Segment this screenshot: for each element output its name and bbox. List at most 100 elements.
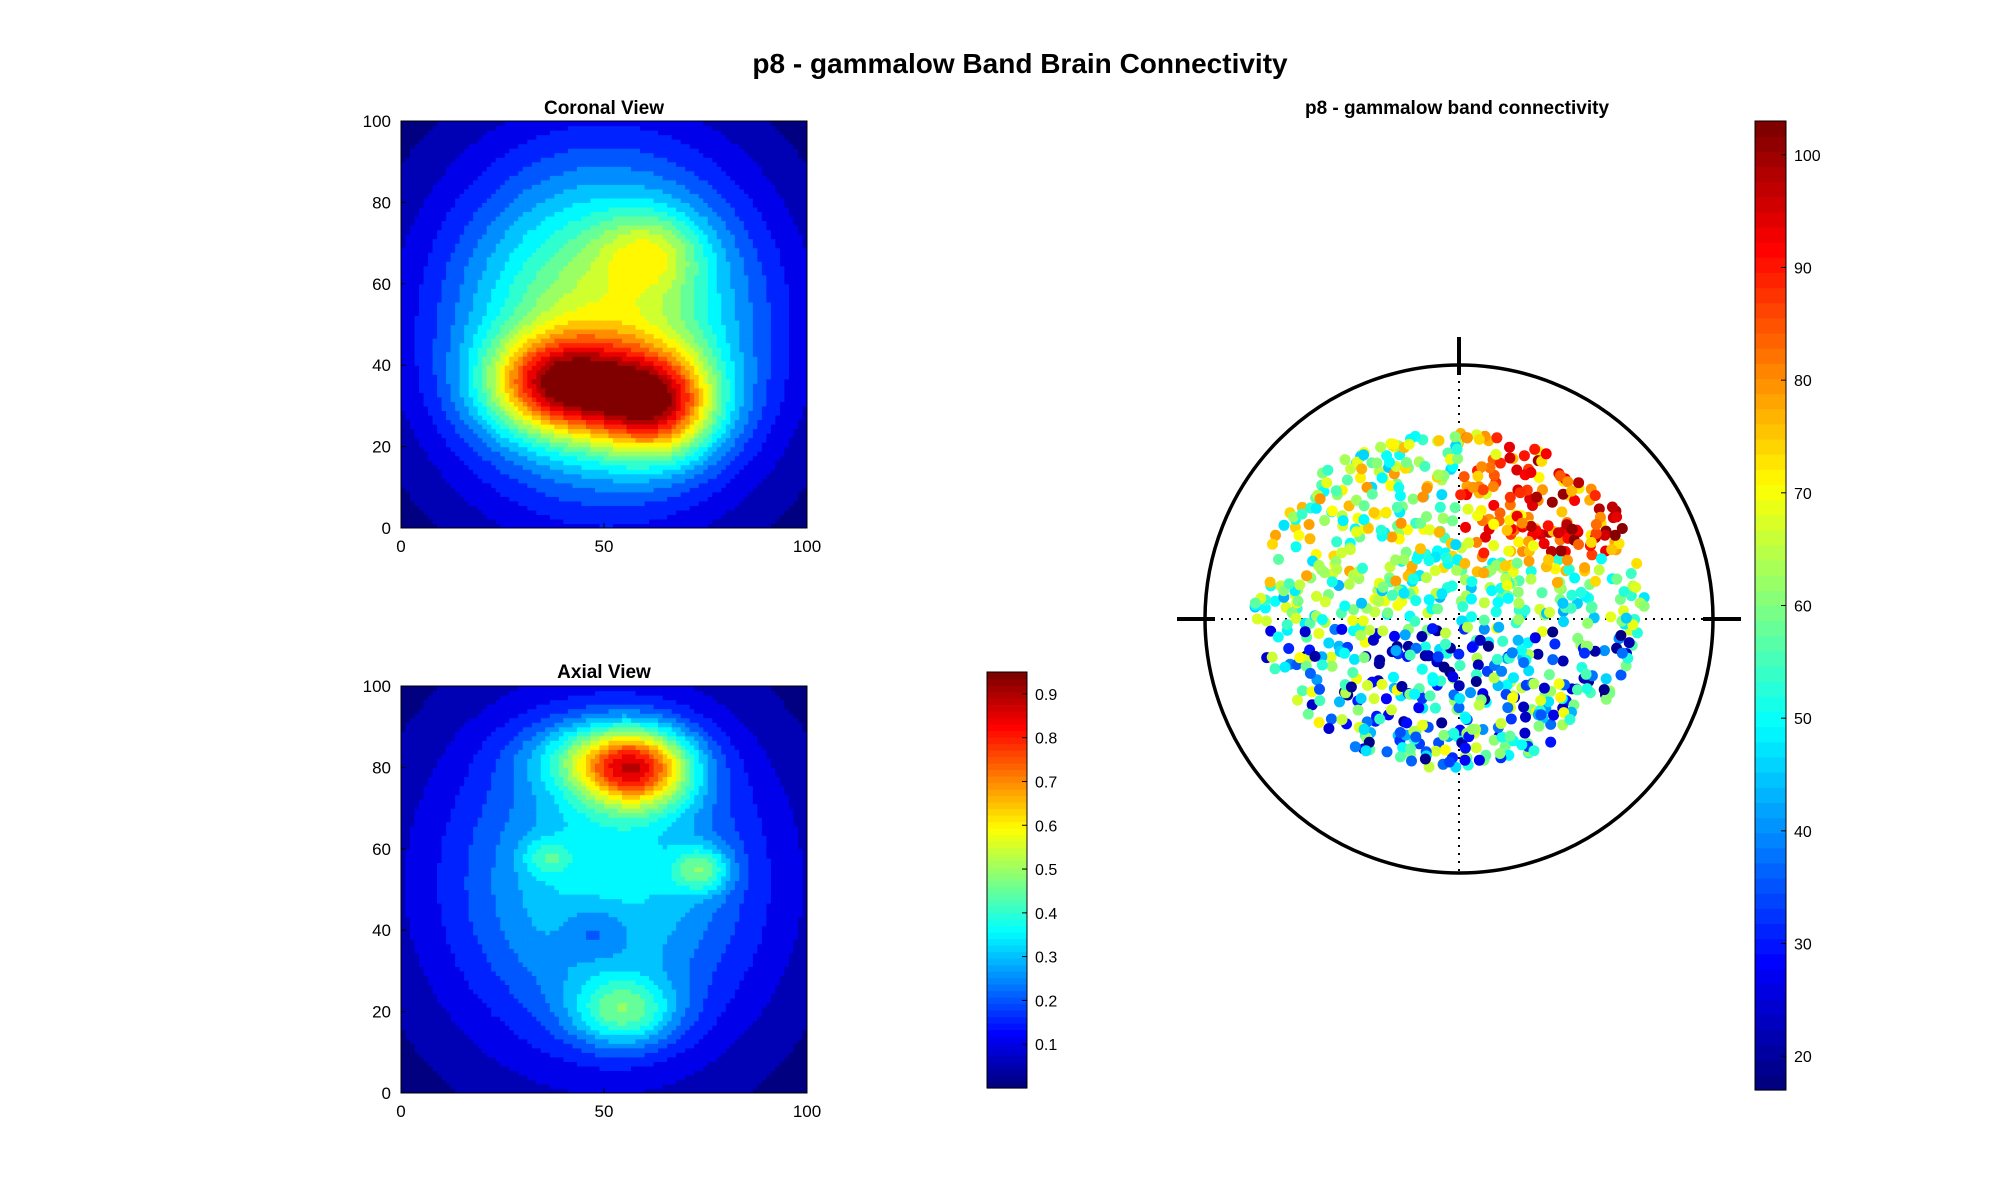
heatmap-cell bbox=[558, 324, 564, 330]
heatmap-cell bbox=[540, 229, 546, 235]
heatmap-cell bbox=[536, 297, 542, 303]
heatmap-cell bbox=[509, 360, 515, 366]
heatmap-cell bbox=[581, 469, 587, 475]
heatmap-cell bbox=[491, 500, 497, 506]
heatmap-cell bbox=[594, 220, 601, 226]
heatmap-cell bbox=[459, 225, 465, 231]
heatmap-cell bbox=[622, 387, 628, 393]
heatmap-cell bbox=[423, 482, 429, 488]
heatmap-cell bbox=[441, 396, 447, 402]
heatmap-cell bbox=[423, 446, 429, 452]
heatmap-cell bbox=[509, 184, 515, 190]
heatmap-cell bbox=[405, 514, 411, 520]
heatmap-cell bbox=[504, 315, 510, 321]
heatmap-cell bbox=[608, 514, 614, 520]
heatmap-cell bbox=[599, 518, 605, 525]
heatmap-cell bbox=[604, 518, 610, 525]
heatmap-cell bbox=[631, 252, 637, 258]
heatmap-cell bbox=[576, 433, 583, 439]
heatmap-cell bbox=[455, 193, 461, 199]
heatmap-cell bbox=[613, 405, 619, 412]
heatmap-cell bbox=[527, 405, 533, 412]
heatmap-cell bbox=[567, 206, 574, 213]
heatmap-cell bbox=[401, 433, 407, 439]
heatmap-cell bbox=[432, 274, 438, 280]
heatmap-cell bbox=[599, 143, 605, 149]
heatmap-cell bbox=[486, 338, 492, 344]
heatmap-cell bbox=[410, 279, 416, 285]
heatmap-cell bbox=[531, 414, 537, 421]
heatmap-cell bbox=[401, 509, 407, 516]
heatmap-cell bbox=[644, 283, 650, 289]
heatmap-cell bbox=[631, 500, 637, 506]
heatmap-cell bbox=[455, 469, 461, 475]
heatmap-cell bbox=[545, 442, 551, 448]
heatmap-cell bbox=[419, 405, 425, 412]
heatmap-cell bbox=[423, 143, 429, 149]
heatmap-cell bbox=[640, 247, 646, 253]
heatmap-cell bbox=[504, 297, 510, 303]
heatmap-cell bbox=[401, 378, 407, 384]
heatmap-cell bbox=[640, 423, 646, 430]
heatmap-cell bbox=[527, 491, 533, 497]
heatmap-cell bbox=[567, 175, 574, 181]
heatmap-cell bbox=[540, 265, 546, 271]
heatmap-cell bbox=[423, 387, 429, 393]
heatmap-cell bbox=[604, 215, 610, 222]
heatmap-cell bbox=[450, 148, 456, 154]
heatmap-cell bbox=[554, 283, 560, 289]
heatmap-cell bbox=[504, 274, 510, 280]
heatmap-cell bbox=[576, 500, 583, 506]
heatmap-cell bbox=[567, 229, 574, 235]
heatmap-cell bbox=[563, 428, 569, 434]
heatmap-cell bbox=[495, 324, 501, 330]
heatmap-cell bbox=[590, 134, 596, 140]
heatmap-cell bbox=[581, 243, 587, 249]
heatmap-cell bbox=[576, 518, 583, 525]
heatmap-cell bbox=[631, 220, 637, 226]
heatmap-cell bbox=[563, 433, 569, 439]
heatmap-cell bbox=[459, 166, 465, 172]
heatmap-cell bbox=[473, 256, 479, 262]
heatmap-cell bbox=[613, 261, 619, 267]
heatmap-cell bbox=[410, 423, 416, 430]
heatmap-cell bbox=[594, 487, 601, 493]
heatmap-cell bbox=[509, 283, 515, 289]
heatmap-cell bbox=[608, 121, 614, 127]
heatmap-cell bbox=[536, 143, 542, 149]
heatmap-cell bbox=[531, 487, 537, 493]
heatmap-cell bbox=[527, 225, 533, 231]
heatmap-cell bbox=[540, 288, 546, 294]
heatmap-cell bbox=[473, 152, 479, 158]
heatmap-cell bbox=[522, 184, 528, 190]
heatmap-cell bbox=[468, 238, 474, 244]
heatmap-cell bbox=[513, 265, 519, 271]
heatmap-cell bbox=[626, 139, 632, 145]
heatmap-cell bbox=[410, 473, 416, 479]
heatmap-cell bbox=[626, 193, 632, 199]
heatmap-cell bbox=[604, 134, 610, 140]
heatmap-cell bbox=[545, 446, 551, 452]
heatmap-cell bbox=[567, 306, 574, 312]
heatmap-cell bbox=[414, 500, 420, 506]
heatmap-cell bbox=[504, 288, 510, 294]
heatmap-cell bbox=[545, 487, 551, 493]
heatmap-cell bbox=[500, 243, 506, 249]
heatmap-cell bbox=[649, 433, 655, 439]
heatmap-cell bbox=[405, 256, 411, 262]
heatmap-cell bbox=[423, 319, 429, 326]
heatmap-cell bbox=[464, 279, 470, 285]
heatmap-cell bbox=[441, 125, 447, 131]
heatmap-cell bbox=[626, 220, 632, 226]
heatmap-cell bbox=[590, 338, 596, 344]
heatmap-cell bbox=[513, 274, 519, 280]
heatmap-cell bbox=[631, 184, 637, 190]
heatmap-cell bbox=[649, 396, 655, 402]
heatmap-cell bbox=[536, 500, 542, 506]
heatmap-cell bbox=[594, 279, 601, 285]
heatmap-cell bbox=[518, 387, 524, 393]
heatmap-cell bbox=[581, 175, 587, 181]
heatmap-cell bbox=[540, 139, 546, 145]
heatmap-cell bbox=[410, 347, 416, 353]
heatmap-cell bbox=[522, 423, 528, 430]
